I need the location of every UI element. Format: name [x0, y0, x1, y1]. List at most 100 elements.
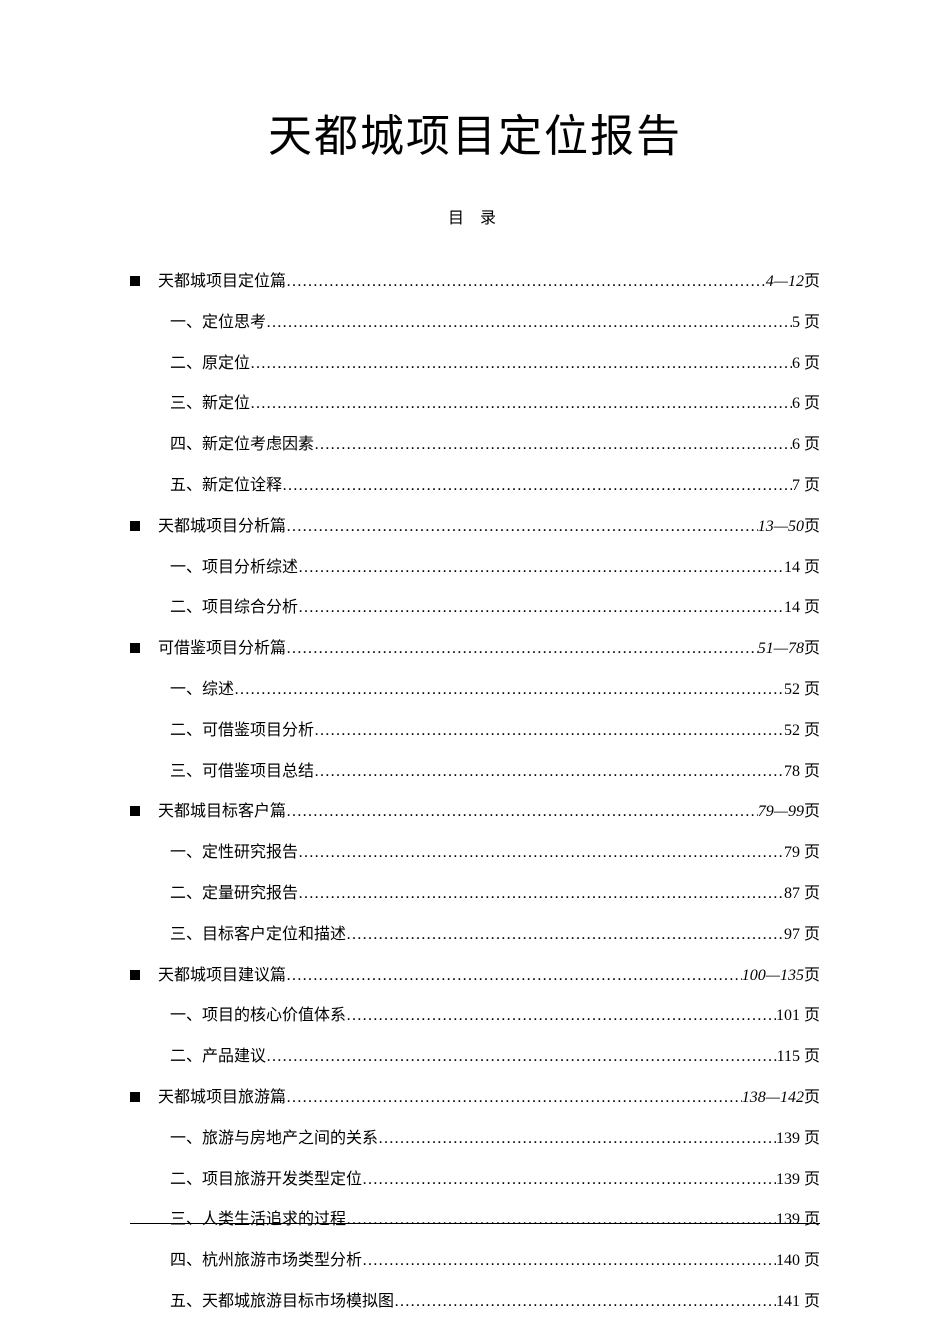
section-page-range: 138—142页: [742, 1084, 820, 1113]
item-label: 三、新定位: [170, 390, 250, 419]
leader-dots: ……………………………………………………………………………………………………………: [286, 798, 758, 827]
leader-dots: ……………………………………………………………………………………………………………: [346, 921, 784, 950]
section-page-range: 4—12页: [766, 268, 820, 297]
item-page-number: 5 页: [792, 309, 820, 338]
toc-item: 一、定性研究报告………………………………………………………………………………………: [170, 839, 820, 868]
item-page-number: 78 页: [784, 758, 820, 787]
leader-dots: ……………………………………………………………………………………………………………: [266, 309, 792, 338]
toc-item: 三、人类生活追求的过程………………………………………………………………………………: [170, 1206, 820, 1235]
toc-item: 三、新定位………………………………………………………………………………………………: [170, 390, 820, 419]
item-label: 三、人类生活追求的过程: [170, 1206, 346, 1235]
square-bullet-icon: [130, 521, 140, 531]
leader-dots: ……………………………………………………………………………………………………………: [298, 594, 784, 623]
item-label: 二、产品建议: [170, 1043, 266, 1072]
item-page-number: 6 页: [792, 431, 820, 460]
leader-dots: ……………………………………………………………………………………………………………: [286, 962, 742, 991]
leader-dots: ……………………………………………………………………………………………………………: [286, 1084, 742, 1113]
leader-dots: ……………………………………………………………………………………………………………: [266, 1043, 777, 1072]
item-label: 二、原定位: [170, 350, 250, 379]
item-label: 一、综述: [170, 676, 234, 705]
toc-item: 一、旅游与房地产之间的关系…………………………………………………………………………: [170, 1125, 820, 1154]
toc-item: 二、项目综合分析………………………………………………………………………………………: [170, 594, 820, 623]
toc-item: 四、杭州旅游市场类型分析……………………………………………………………………………: [170, 1247, 820, 1276]
item-label: 二、定量研究报告: [170, 880, 298, 909]
toc-section: 天都城项目旅游篇………………………………………………………………………………………: [130, 1084, 820, 1113]
item-label: 一、定性研究报告: [170, 839, 298, 868]
item-label: 五、新定位诠释: [170, 472, 282, 501]
item-page-number: 139 页: [776, 1206, 820, 1235]
toc-item: 二、可借鉴项目分析……………………………………………………………………………………: [170, 717, 820, 746]
item-page-number: 139 页: [776, 1125, 820, 1154]
item-page-number: 140 页: [776, 1247, 820, 1276]
toc-item: 二、定量研究报告………………………………………………………………………………………: [170, 880, 820, 909]
section-page-range: 79—99页: [758, 798, 820, 827]
leader-dots: ……………………………………………………………………………………………………………: [250, 390, 792, 419]
item-label: 四、杭州旅游市场类型分析: [170, 1247, 362, 1276]
leader-dots: ……………………………………………………………………………………………………………: [298, 839, 784, 868]
leader-dots: ……………………………………………………………………………………………………………: [282, 472, 792, 501]
leader-dots: ……………………………………………………………………………………………………………: [250, 350, 792, 379]
document-title: 天都城项目定位报告: [130, 100, 820, 164]
footer-divider: [130, 1223, 820, 1224]
item-page-number: 6 页: [792, 390, 820, 419]
section-label: 天都城项目建议篇: [158, 962, 286, 991]
item-label: 五、天都城旅游目标市场模拟图: [170, 1288, 394, 1317]
leader-dots: ……………………………………………………………………………………………………………: [286, 268, 766, 297]
item-label: 三、目标客户定位和描述: [170, 921, 346, 950]
table-of-contents: 天都城项目定位篇………………………………………………………………………………………: [130, 268, 820, 1317]
item-page-number: 139 页: [776, 1166, 820, 1195]
item-label: 四、新定位考虑因素: [170, 431, 314, 460]
leader-dots: ……………………………………………………………………………………………………………: [298, 880, 784, 909]
document-page: 天都城项目定位报告 目 录 天都城项目定位篇…………………………………………………: [0, 0, 950, 1317]
toc-item: 二、原定位………………………………………………………………………………………………: [170, 350, 820, 379]
toc-item: 五、新定位诠释…………………………………………………………………………………………: [170, 472, 820, 501]
leader-dots: ……………………………………………………………………………………………………………: [346, 1002, 776, 1031]
section-label: 天都城项目定位篇: [158, 268, 286, 297]
item-label: 一、项目分析综述: [170, 554, 298, 583]
item-label: 三、可借鉴项目总结: [170, 758, 314, 787]
item-page-number: 6 页: [792, 350, 820, 379]
section-label: 天都城项目旅游篇: [158, 1084, 286, 1113]
leader-dots: ……………………………………………………………………………………………………………: [314, 431, 792, 460]
item-page-number: 52 页: [784, 717, 820, 746]
item-label: 二、项目旅游开发类型定位: [170, 1166, 362, 1195]
toc-item: 四、新定位考虑因素……………………………………………………………………………………: [170, 431, 820, 460]
toc-item: 一、定位思考……………………………………………………………………………………………: [170, 309, 820, 338]
item-page-number: 52 页: [784, 676, 820, 705]
item-label: 一、项目的核心价值体系: [170, 1002, 346, 1031]
leader-dots: ……………………………………………………………………………………………………………: [394, 1288, 776, 1317]
leader-dots: ……………………………………………………………………………………………………………: [234, 676, 784, 705]
item-label: 二、项目综合分析: [170, 594, 298, 623]
item-page-number: 115 页: [777, 1043, 820, 1072]
section-label: 天都城项目分析篇: [158, 513, 286, 542]
toc-item: 三、可借鉴项目总结……………………………………………………………………………………: [170, 758, 820, 787]
section-label: 可借鉴项目分析篇: [158, 635, 286, 664]
toc-item: 二、产品建议……………………………………………………………………………………………: [170, 1043, 820, 1072]
item-page-number: 7 页: [792, 472, 820, 501]
toc-section: 天都城项目定位篇………………………………………………………………………………………: [130, 268, 820, 297]
square-bullet-icon: [130, 1092, 140, 1102]
square-bullet-icon: [130, 806, 140, 816]
square-bullet-icon: [130, 276, 140, 286]
toc-item: 一、项目的核心价值体系………………………………………………………………………………: [170, 1002, 820, 1031]
leader-dots: ……………………………………………………………………………………………………………: [286, 635, 758, 664]
item-page-number: 101 页: [776, 1002, 820, 1031]
toc-section: 天都城项目建议篇………………………………………………………………………………………: [130, 962, 820, 991]
leader-dots: ……………………………………………………………………………………………………………: [362, 1247, 776, 1276]
item-page-number: 141 页: [776, 1288, 820, 1317]
section-page-range: 51—78页: [758, 635, 820, 664]
section-page-range: 100—135页: [742, 962, 820, 991]
item-label: 一、旅游与房地产之间的关系: [170, 1125, 378, 1154]
leader-dots: ……………………………………………………………………………………………………………: [346, 1206, 776, 1235]
item-page-number: 97 页: [784, 921, 820, 950]
square-bullet-icon: [130, 643, 140, 653]
toc-heading: 目 录: [130, 204, 820, 228]
toc-item: 一、项目分析综述………………………………………………………………………………………: [170, 554, 820, 583]
section-page-range: 13—50页: [758, 513, 820, 542]
leader-dots: ……………………………………………………………………………………………………………: [298, 554, 784, 583]
leader-dots: ……………………………………………………………………………………………………………: [314, 758, 784, 787]
toc-section: 天都城目标客户篇………………………………………………………………………………………: [130, 798, 820, 827]
toc-section: 可借鉴项目分析篇………………………………………………………………………………………: [130, 635, 820, 664]
leader-dots: ……………………………………………………………………………………………………………: [362, 1166, 776, 1195]
item-label: 二、可借鉴项目分析: [170, 717, 314, 746]
